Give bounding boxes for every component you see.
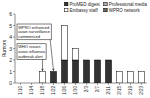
x-tick (53, 83, 54, 85)
y-axis-label: Rumors (1, 39, 7, 57)
x-axis-line (15, 83, 147, 84)
y-tick (13, 25, 15, 26)
bar-segment (61, 25, 67, 26)
annotation-arrowhead (42, 69, 44, 71)
x-tick-label: 1/10 (18, 86, 23, 95)
bar-segment (138, 71, 144, 72)
bar-segment (116, 72, 122, 84)
legend-swatch (64, 2, 68, 6)
bar-segment (105, 60, 111, 61)
annotation-line: outbreak alert (18, 54, 43, 59)
annotation-text: WPRO enhancedavian surveillancecommenced (18, 25, 51, 39)
bar-segment (72, 48, 78, 49)
bar-segment (72, 60, 78, 83)
bar-segment (61, 26, 67, 61)
x-tick (42, 83, 43, 85)
y-tick-label: 5 (9, 23, 12, 29)
bar-segment (61, 60, 67, 83)
legend-label: ProMED digest (69, 2, 100, 7)
x-tick (86, 83, 87, 85)
y-tick (13, 60, 15, 61)
bar-segment (83, 60, 89, 61)
x-tick-label: 2/19 (128, 86, 133, 95)
annotation-arrow (50, 40, 53, 71)
bar-segment (116, 71, 122, 72)
bar-segment (127, 72, 133, 84)
y-tick (13, 83, 15, 84)
x-tick-label: 1/18 (40, 86, 45, 95)
x-tick-label: 2/7 (95, 86, 100, 93)
bar-segment (105, 60, 111, 61)
y-tick-label: 1 (9, 69, 12, 75)
x-tick-label: 1/26 (62, 86, 67, 95)
y-tick-label: 6 (9, 11, 12, 17)
bar-segment (83, 60, 89, 83)
bar-segment (94, 60, 100, 61)
x-tick-label: 2/23 (139, 86, 144, 95)
annotation-arrowhead (52, 69, 54, 71)
y-tick-label: 0 (9, 80, 12, 86)
bar-segment (105, 60, 111, 61)
bar-segment (127, 71, 133, 72)
x-tick (141, 83, 142, 85)
annotation-arrow (42, 60, 43, 71)
annotation-line: commenced (18, 34, 40, 39)
x-tick-label: 1/14 (29, 86, 34, 95)
legend-label: WPRO network (109, 8, 141, 13)
legend: ProMED digestEmbassy staff Professional m… (64, 2, 147, 13)
bars (39, 26, 144, 84)
bar-segment (94, 60, 100, 61)
x-tick-label: 1/30 (73, 86, 78, 95)
annotations: WPRO enhancedavian surveillancecommenced… (17, 24, 54, 71)
bar-segment (94, 60, 100, 83)
y-tick (13, 37, 15, 38)
bar-segment (127, 71, 133, 72)
annotation-box (17, 44, 46, 60)
legend-swatch (104, 8, 108, 12)
legend-swatch (64, 8, 68, 12)
x-tick-label: 2/11 (106, 86, 111, 95)
annotation-box (17, 24, 51, 40)
chart: 0 1 2 3 4 5 6 1/10 1/14 1/18 1/22 1/26 1/30 2/3 2/7 2/1… (0, 0, 150, 98)
legend-swatch (104, 2, 108, 6)
bar-segment (94, 60, 100, 61)
x-tick (64, 83, 65, 85)
x-tick (119, 83, 120, 85)
bar-segment (138, 71, 144, 72)
x-tick-label: 2/3 (84, 86, 89, 93)
x-tick (75, 83, 76, 85)
x-tick-label: 1/22 (51, 86, 56, 95)
bar-segment (72, 49, 78, 61)
bar-segment (138, 72, 144, 84)
bar-segment (105, 60, 111, 83)
x-tick (20, 83, 21, 85)
legend-label: Embassy staff (69, 8, 98, 13)
legend-label: Professional media (109, 2, 148, 7)
bar-segment (83, 60, 89, 61)
y-tick-label: 2 (9, 57, 12, 63)
y-tick-label: 4 (9, 34, 12, 40)
annotation-text: WHO issuesavian influenzaoutbreak alert (18, 44, 45, 58)
x-tick (108, 83, 109, 85)
bar-segment (50, 72, 56, 84)
bar-segment (39, 72, 45, 84)
x-tick (130, 83, 131, 85)
y-tick-label: 3 (9, 46, 12, 52)
bar-segment (83, 60, 89, 61)
y-tick (13, 71, 15, 72)
x-tick (31, 83, 32, 85)
y-tick (13, 14, 15, 15)
x-tick (97, 83, 98, 85)
y-tick (13, 48, 15, 49)
bar-segment (61, 25, 67, 26)
x-tick-label: 2/15 (117, 86, 122, 95)
bar-segment (116, 71, 122, 72)
bar-segment (72, 48, 78, 49)
